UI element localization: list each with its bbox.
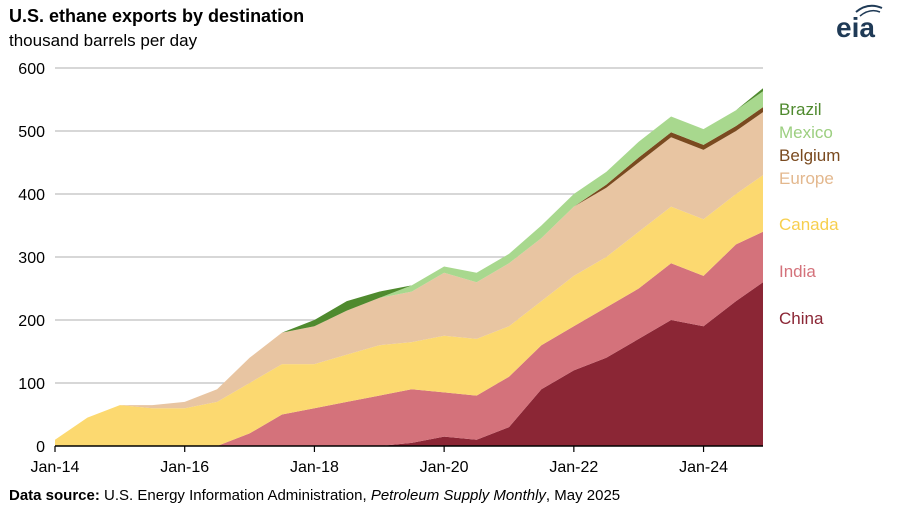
logo-arc-icon bbox=[855, 4, 883, 13]
x-tick-label: Jan-18 bbox=[290, 459, 339, 476]
area-series-china bbox=[55, 282, 763, 446]
y-tick-label: 400 bbox=[18, 187, 45, 204]
source-text-2: , May 2025 bbox=[545, 487, 621, 504]
chart-areas bbox=[55, 88, 763, 446]
legend-label-brazil: Brazil bbox=[779, 100, 822, 119]
legend-label-india: India bbox=[779, 262, 816, 281]
eia-logo bbox=[855, 4, 883, 17]
legend-label-mexico: Mexico bbox=[779, 123, 833, 142]
y-tick-label: 100 bbox=[18, 376, 45, 393]
area-series-canada bbox=[55, 175, 763, 446]
legend-label-canada: Canada bbox=[779, 215, 839, 234]
x-tick-label: Jan-24 bbox=[679, 459, 728, 476]
x-tick-label: Jan-22 bbox=[549, 459, 598, 476]
y-tick-label: 500 bbox=[18, 124, 45, 141]
x-tick-label: Jan-14 bbox=[31, 459, 80, 476]
data-source-note: Data source: U.S. Energy Information Adm… bbox=[9, 487, 620, 504]
legend-label-belgium: Belgium bbox=[779, 146, 840, 165]
legend-label-china: China bbox=[779, 309, 824, 328]
logo-arc-icon-2 bbox=[859, 9, 881, 17]
y-tick-label: 200 bbox=[18, 313, 45, 330]
y-tick-label: 0 bbox=[36, 439, 45, 456]
legend-label-europe: Europe bbox=[779, 169, 834, 188]
eia-logo-text: eia bbox=[836, 12, 875, 43]
area-series-mexico bbox=[55, 91, 763, 440]
chart-title: U.S. ethane exports by destination bbox=[9, 6, 305, 26]
source-text-1: U.S. Energy Information Administration, bbox=[99, 487, 371, 504]
x-tick-label: Jan-20 bbox=[420, 459, 469, 476]
chart-axes: 0 100 200 300 400 500 600 Jan-14 Jan-16 Jan-18 Jan… bbox=[18, 61, 763, 476]
chart-subtitle: thousand barrels per day bbox=[9, 31, 198, 50]
source-publication: Petroleum Supply Monthly bbox=[370, 487, 546, 504]
chart-legend: China India Canada Europe Belgium Mexico Brazi… bbox=[779, 100, 840, 328]
y-tick-label: 300 bbox=[18, 250, 45, 267]
y-tick-label: 600 bbox=[18, 61, 45, 78]
source-prefix: Data source: bbox=[9, 487, 100, 504]
area-series-india bbox=[55, 231, 763, 446]
x-tick-label: Jan-16 bbox=[160, 459, 209, 476]
